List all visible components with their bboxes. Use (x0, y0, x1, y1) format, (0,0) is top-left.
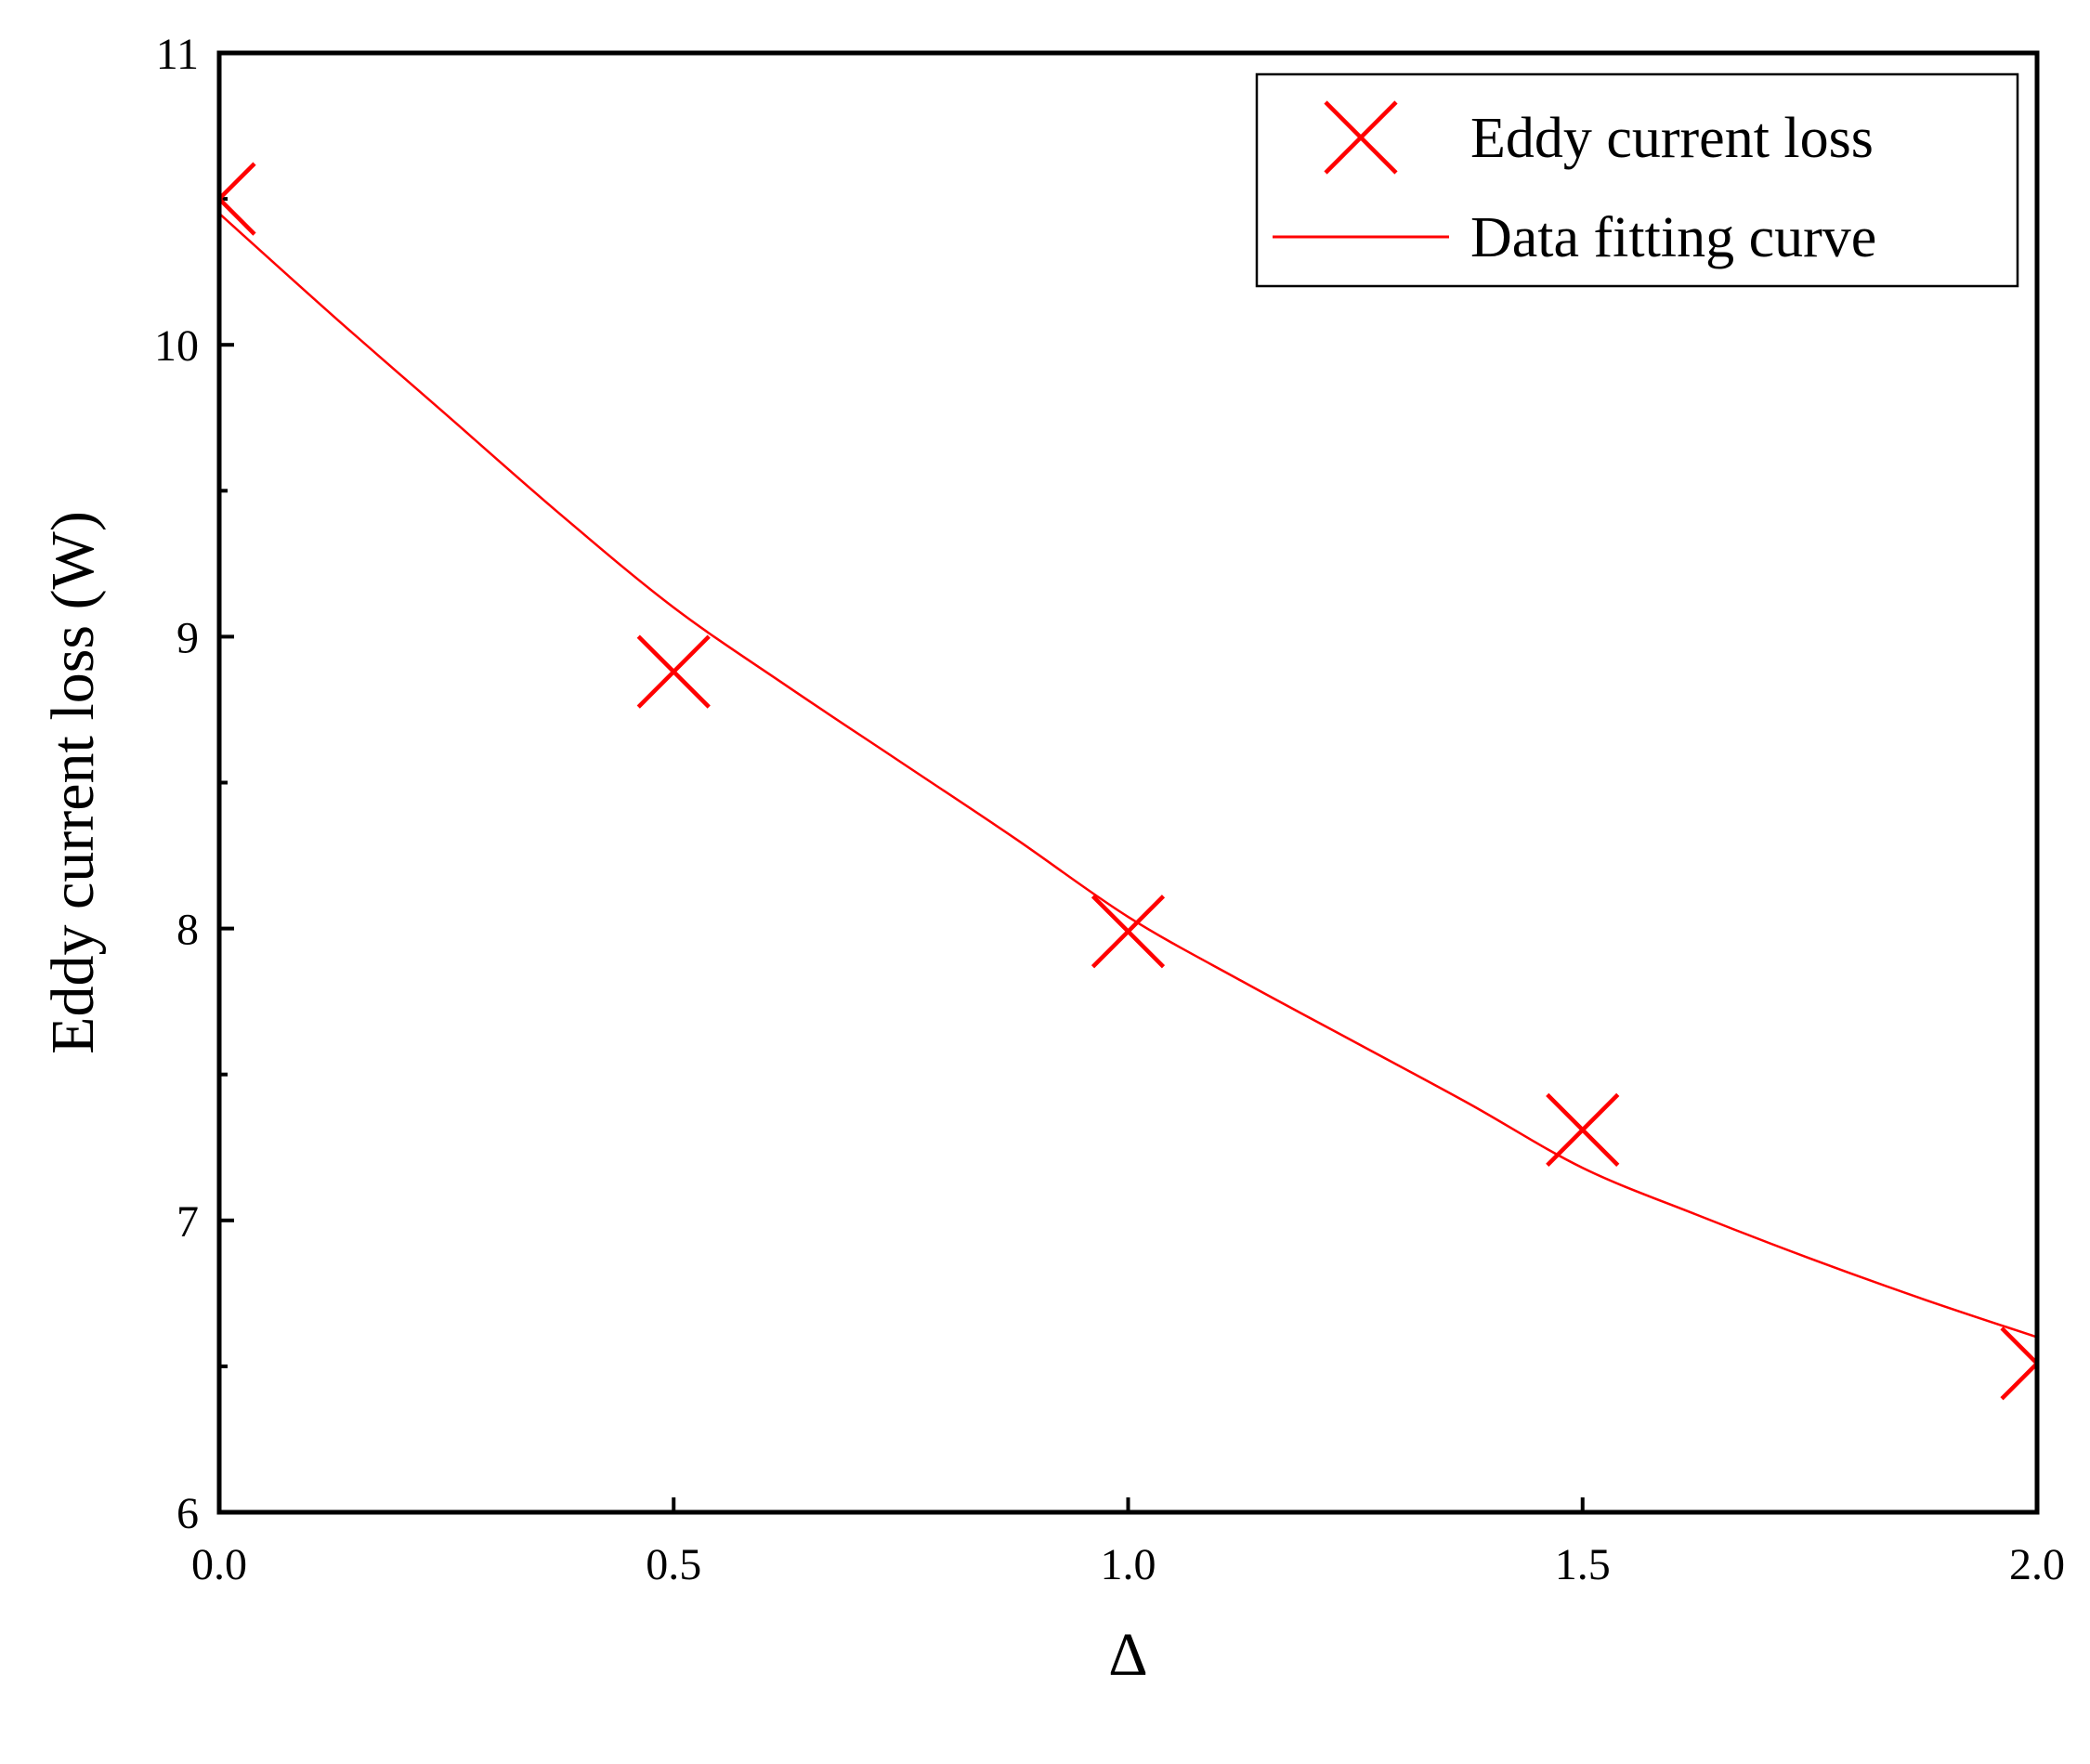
marker-stroke (1091, 895, 1166, 969)
data-point-marker (636, 634, 711, 709)
data-point-marker (1091, 895, 1166, 969)
y-tick-label: 7 (176, 1197, 199, 1247)
x-axis-title: Δ (1108, 1621, 1147, 1689)
y-axis-title: Eddy current loss (W) (39, 511, 107, 1054)
legend: Eddy current loss Data fitting curve (1255, 72, 2019, 288)
plot-frame (216, 50, 2040, 1515)
x-tick-label: 1.5 (1555, 1540, 1611, 1589)
y-tick-label: 9 (176, 613, 199, 662)
marker-stroke (2000, 1326, 2037, 1366)
marker-stroke (636, 634, 711, 709)
y-axis-ticks: 6 7 8 9 10 11 (154, 30, 234, 1538)
data-point-marker (2000, 1326, 2037, 1401)
marker-stroke (2000, 1360, 2037, 1401)
fitting-curve-line (219, 212, 2037, 1339)
marker-stroke (219, 195, 256, 236)
marker-stroke (219, 162, 256, 203)
marker-stroke (1324, 100, 1398, 175)
x-axis-ticks: 0.0 0.5 1.0 1.5 2.0 (191, 1497, 2065, 1589)
x-tick-label: 0.5 (646, 1540, 701, 1589)
y-tick-label: 10 (154, 321, 199, 371)
legend-marker-swatch (1324, 100, 1398, 175)
marker-stroke (1546, 1092, 1620, 1167)
y-tick-label: 6 (176, 1489, 199, 1538)
legend-label: Data fitting curve (1470, 206, 1876, 269)
y-tick-label: 11 (156, 30, 199, 79)
legend-label: Eddy current loss (1470, 107, 1874, 170)
y-tick-label: 8 (176, 906, 199, 955)
data-point-marker (219, 162, 256, 236)
x-tick-label: 2.0 (2009, 1540, 2065, 1589)
x-tick-label: 1.0 (1101, 1540, 1156, 1589)
x-tick-label: 0.0 (191, 1540, 247, 1589)
data-point-marker (1546, 1092, 1620, 1167)
plot-area (219, 162, 2037, 1401)
legend-box (1255, 72, 2019, 288)
